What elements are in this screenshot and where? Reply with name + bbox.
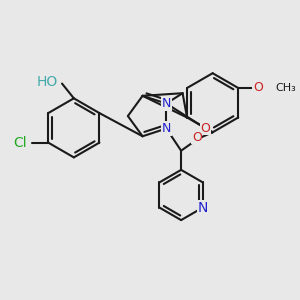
Text: O: O: [201, 122, 210, 134]
Text: N: N: [198, 200, 208, 214]
Text: O: O: [253, 82, 263, 94]
Text: Cl: Cl: [14, 136, 27, 150]
Text: HO: HO: [36, 75, 58, 89]
Text: N: N: [162, 122, 171, 135]
Text: O: O: [192, 130, 202, 144]
Text: N: N: [162, 97, 171, 110]
Text: CH₃: CH₃: [276, 83, 296, 93]
